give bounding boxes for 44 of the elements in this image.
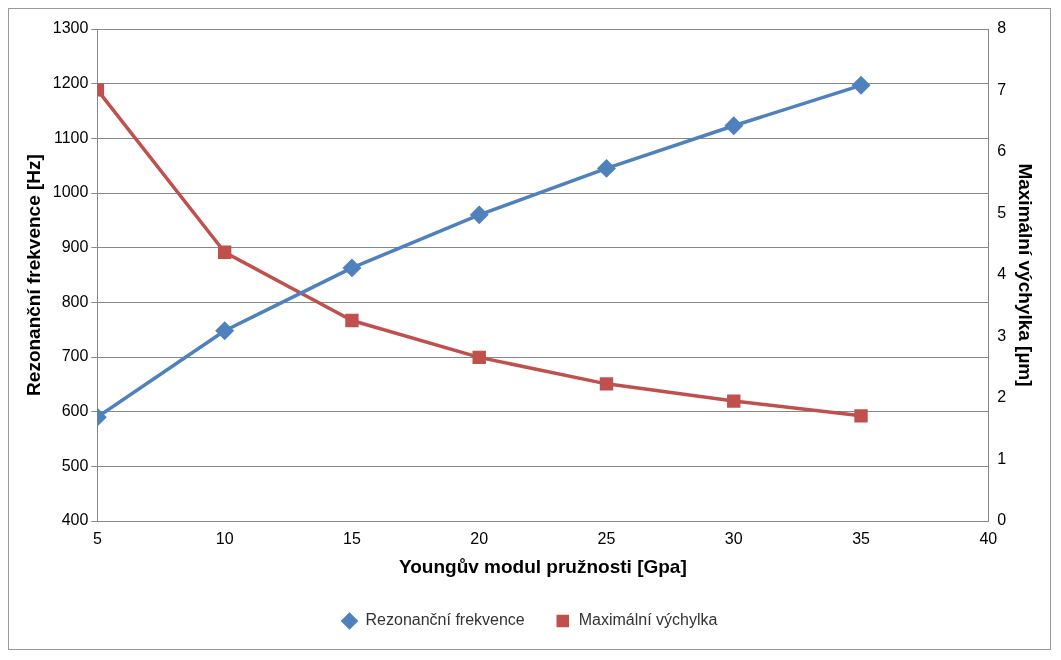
point (599, 377, 614, 391)
x-tick-label: 15 (343, 530, 361, 548)
point (345, 313, 359, 328)
y2-tick-label: 7 (997, 80, 1007, 98)
x-tick-label: 10 (215, 530, 234, 548)
point (215, 322, 234, 340)
y2-tick-label: 4 (997, 265, 1007, 283)
y2-tick-label: 3 (997, 326, 1007, 344)
y-tick-label: 800 (61, 292, 89, 310)
point (472, 350, 486, 365)
point (727, 394, 741, 408)
y-tick-label: 700 (61, 347, 89, 365)
point (597, 159, 616, 178)
x-tick-label: 5 (92, 530, 102, 548)
point (470, 206, 488, 224)
y2-tick-label: 6 (997, 142, 1007, 160)
point (852, 76, 870, 95)
x-tick-label: 25 (597, 530, 616, 548)
point (217, 245, 232, 259)
y2-tick-label: 1 (997, 449, 1007, 467)
y-tick-label: 1200 (52, 74, 89, 92)
y-tick-label: 1000 (52, 183, 89, 201)
legend-label: Rezonanční frekvence (365, 611, 525, 629)
y2-tick-label: 5 (997, 203, 1007, 221)
y-tick-label: 900 (61, 238, 89, 256)
x-tick-label: 40 (979, 530, 998, 548)
point (343, 259, 361, 277)
y-axis-title: Rezonanční frekvence [Hz] (22, 154, 44, 396)
point (854, 409, 868, 423)
legend-label: Maximální výchylka (578, 611, 718, 629)
y-tick-label: 600 (61, 402, 89, 420)
y2-tick-label: 0 (997, 511, 1007, 529)
x-tick-label: 30 (724, 530, 743, 548)
y-tick-label: 400 (61, 511, 89, 529)
y2-axis-title: Maximální výchylka [µm] (1015, 163, 1037, 387)
y-tick-label: 500 (61, 456, 89, 474)
y2-tick-label: 2 (997, 388, 1007, 406)
x-axis-title: Youngův modul pružnosti [Gpa] (398, 555, 687, 577)
y-tick-label: 1300 (52, 19, 89, 37)
x-tick-label: 20 (470, 530, 489, 548)
point (725, 117, 743, 135)
x-tick-label: 35 (852, 530, 871, 548)
y2-tick-label: 8 (997, 19, 1007, 37)
y-tick-label: 1100 (53, 128, 89, 146)
